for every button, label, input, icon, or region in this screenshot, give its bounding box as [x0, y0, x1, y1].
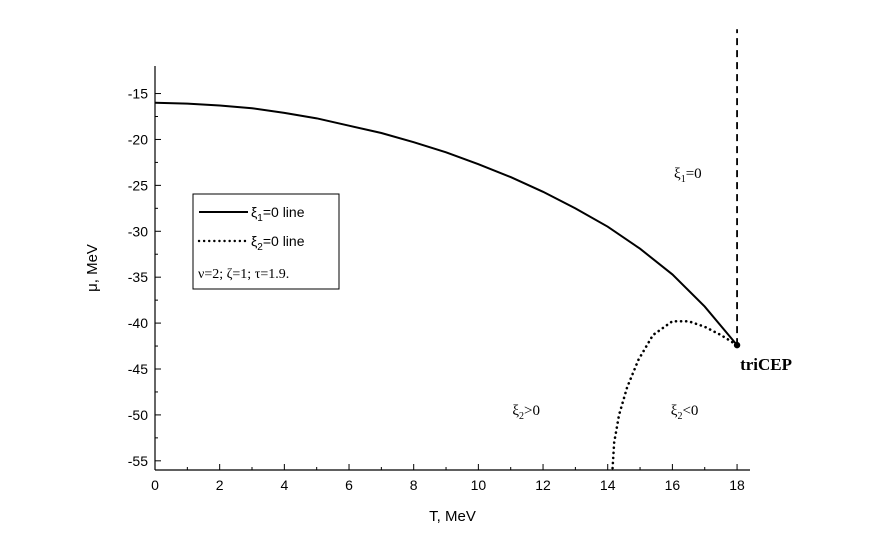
legend-entry-label: ξ1=0 line [251, 204, 305, 224]
legend-entry-label-rest: =0 line [263, 204, 305, 220]
y-tick-label: -55 [128, 453, 148, 469]
y-tick-label: -30 [128, 223, 148, 239]
legend-entry-label-symbol: ξ [251, 204, 257, 220]
region-annotation-symbol: ξ [674, 166, 681, 182]
y-tick-label: -20 [128, 131, 148, 147]
region-annotation-rest: =0 [686, 166, 702, 182]
x-tick-label: 4 [280, 477, 288, 493]
legend-parameters-note: ν=2; ζ=1; τ=1.9. [198, 267, 289, 282]
region-annotation-subscript: 2 [519, 411, 524, 422]
x-tick-label: 6 [345, 477, 353, 493]
region-annotation-subscript: 1 [681, 174, 686, 185]
x-tick-label: 14 [600, 477, 616, 493]
x-tick-label: 2 [216, 477, 224, 493]
x-tick-label: 0 [151, 477, 159, 493]
y-axis-title: μ, MeV [84, 244, 101, 292]
y-tick-label: -50 [128, 407, 148, 423]
y-tick-label: -45 [128, 361, 148, 377]
legend-box [192, 193, 340, 290]
y-tick-label: -40 [128, 315, 148, 331]
x-tick-label: 10 [471, 477, 487, 493]
region-annotation: ξ2<0 [671, 403, 699, 422]
legend-entry-label-symbol: ξ [251, 233, 257, 249]
region-annotation-symbol: ξ [512, 403, 519, 419]
series-line-solid [154, 101, 738, 346]
legend-entry-label-rest: =0 line [263, 233, 305, 249]
x-axis-title: T, MeV [429, 508, 476, 525]
y-tick-label: -35 [128, 269, 148, 285]
x-tick-label: 8 [410, 477, 418, 493]
region-annotation: ξ1=0 [674, 166, 702, 185]
legend-entry-label: ξ2=0 line [251, 233, 305, 253]
x-tick-label: 18 [729, 477, 745, 493]
tricep-label: triCEP [740, 355, 792, 374]
region-annotation-subscript: 2 [677, 411, 682, 422]
legend-entry-label-subscript: 2 [257, 242, 263, 253]
region-annotation-rest: <0 [682, 403, 698, 419]
y-tick-label: -15 [128, 86, 148, 102]
region-annotation-rest: >0 [524, 403, 540, 419]
series-line-dotted [611, 319, 739, 470]
y-tick-label: -25 [128, 177, 148, 193]
region-annotation: ξ2>0 [512, 403, 540, 422]
x-tick-label: 12 [535, 477, 551, 493]
region-annotation-symbol: ξ [671, 403, 678, 419]
x-tick-label: 16 [665, 477, 681, 493]
legend-entry-label-subscript: 1 [257, 213, 263, 224]
tricep-point [733, 341, 741, 349]
